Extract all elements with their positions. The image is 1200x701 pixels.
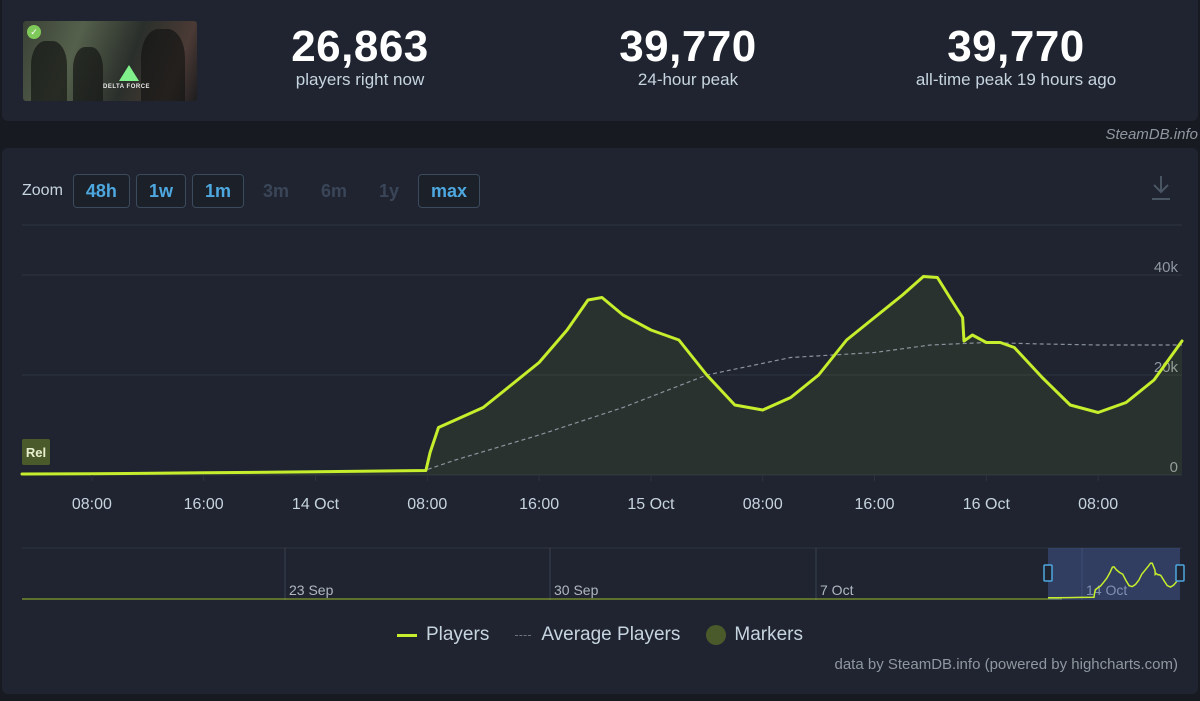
chart-legend: Players Average Players Markers [2, 624, 1198, 646]
zoom-1m-button[interactable]: 1m [191, 174, 244, 208]
highcharts-credit[interactable]: data by SteamDB.info (powered by highcha… [834, 656, 1179, 673]
peak-24h-label: 24-hour peak [637, 70, 739, 89]
thumbnail-figure [73, 47, 103, 101]
x-tick-label: 08:00 [72, 496, 112, 513]
players-line [20, 275, 1184, 476]
x-tick-label: 16:00 [184, 496, 224, 513]
peak-24h-value: 39,770 [619, 22, 757, 71]
x-tick-label: 08:00 [1078, 496, 1118, 513]
legend-players-swatch [396, 633, 417, 637]
release-marker [22, 439, 50, 465]
navigator-players-line [1048, 562, 1181, 599]
current-players-value: 26,863 [291, 22, 429, 71]
chart-panel: Zoom 48h 1w 1m 3m 6m 1y max 020k40kRel08… [2, 148, 1198, 694]
thumbnail-logo-text: DELTA FORCE [103, 84, 151, 90]
legend-average-swatch [515, 634, 532, 636]
legend-markers[interactable]: Markers [706, 624, 803, 646]
stat-current-players: 26,863 players right now [260, 22, 460, 91]
stats-bar: ✓ DELTA FORCE 26,863 players right now 3… [2, 0, 1198, 121]
game-thumbnail[interactable]: ✓ DELTA FORCE [23, 21, 197, 101]
x-tick-label: 16 Oct [963, 496, 1011, 513]
x-tick-label: 14 Oct [292, 496, 340, 513]
legend-players-label: Players [425, 624, 490, 645]
legend-markers-label: Markers [734, 624, 804, 645]
zoom-max-button[interactable]: max [418, 174, 481, 208]
navigator-handle[interactable] [1043, 564, 1053, 582]
download-icon[interactable] [1150, 174, 1172, 207]
navigator-date-label: 14 Oct [1086, 582, 1127, 598]
players-area [22, 276, 1182, 475]
zoom-3m-button: 3m [262, 181, 289, 201]
thumbnail-figure [31, 41, 67, 101]
navigator-date-label: 30 Sep [554, 582, 599, 598]
stat-24h-peak: 39,770 24-hour peak [588, 22, 788, 91]
navigator-date-label: 7 Oct [820, 582, 854, 598]
zoom-6m-button: 6m [320, 181, 347, 201]
x-tick-label: 08:00 [743, 496, 783, 513]
y-tick-label: 40k [1154, 259, 1179, 276]
legend-average[interactable]: Average Players [515, 624, 680, 646]
zoom-label: Zoom [22, 182, 63, 199]
thumbnail-figure [141, 29, 185, 101]
x-tick-label: 16:00 [855, 496, 895, 513]
legend-players[interactable]: Players [396, 624, 490, 646]
delta-force-logo-icon [119, 65, 139, 81]
stat-all-time-peak: 39,770 all-time peak 19 hours ago [886, 22, 1146, 91]
zoom-48h-button[interactable]: 48h [72, 174, 130, 208]
navigator-selection [1048, 548, 1180, 600]
x-tick-label: 16:00 [519, 496, 559, 513]
all-time-peak-value: 39,770 [947, 22, 1085, 71]
zoom-1w-button[interactable]: 1w [135, 174, 186, 208]
steamdb-credit[interactable]: SteamDB.info [1105, 126, 1198, 143]
zoom-controls: Zoom 48h 1w 1m 3m 6m 1y max [22, 173, 486, 209]
release-marker-label: Rel [26, 445, 46, 460]
zoom-1y-button: 1y [379, 181, 400, 201]
legend-average-label: Average Players [541, 624, 681, 645]
navigator-date-label: 23 Sep [289, 582, 334, 598]
y-tick-label: 0 [1170, 459, 1178, 476]
x-tick-label: 15 Oct [627, 496, 675, 513]
current-players-label: players right now [295, 70, 425, 89]
navigator-handle[interactable] [1175, 564, 1185, 582]
x-tick-label: 08:00 [407, 496, 447, 513]
legend-markers-swatch [706, 625, 727, 645]
all-time-peak-label[interactable]: all-time peak 19 hours ago [915, 70, 1117, 89]
verified-badge-icon: ✓ [27, 25, 41, 39]
